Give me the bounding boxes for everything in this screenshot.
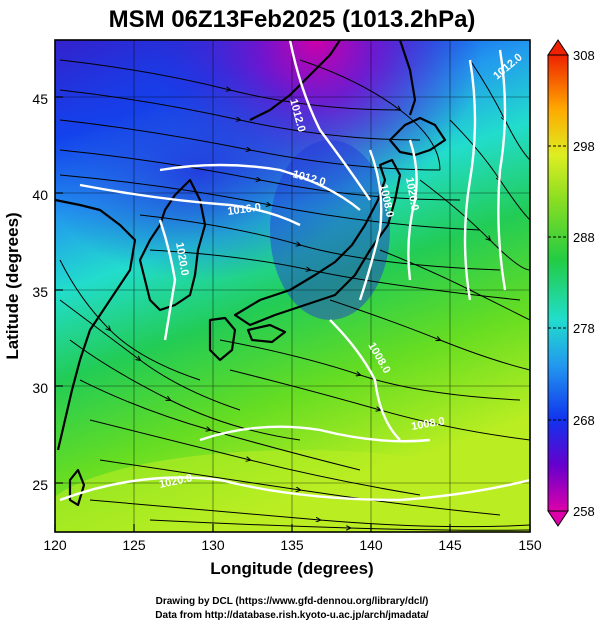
contour-label: 1008.0 — [410, 415, 445, 433]
colorbar-tick-label: 298 — [573, 139, 595, 154]
y-axis: 25 30 35 40 45 Latitude (degrees) — [3, 91, 63, 493]
credit-data-source: Data from http://database.rish.kyoto-u.a… — [155, 610, 429, 621]
sakhalin-coastline — [398, 40, 417, 116]
contour-label: 1016.0 — [227, 201, 262, 218]
x-tick-label: 145 — [438, 537, 462, 553]
colorbar-tick-label: 308 — [573, 48, 595, 63]
x-axis: 120 125 130 135 140 145 150 Longitude (d… — [43, 524, 542, 578]
isobar-1020-west — [158, 219, 177, 341]
japan-kyushu-coastline — [208, 316, 237, 362]
isobar-south-1 — [59, 476, 530, 502]
y-axis-label: Latitude (degrees) — [3, 212, 22, 359]
x-tick-label: 150 — [518, 537, 542, 553]
contour-label: 1020.0 — [403, 176, 421, 211]
isobar-1020-far-east — [463, 59, 477, 301]
colorbar-tick-label: 258 — [573, 504, 595, 519]
x-tick-label: 130 — [201, 537, 225, 553]
isobar-contours — [59, 40, 530, 502]
colorbar-tick-label: 268 — [573, 413, 595, 428]
japan-honshu-coastline — [233, 158, 402, 327]
isobar-1012-north — [288, 40, 371, 201]
credit-drawing: Drawing by DCL (https://www.gfd-dennou.o… — [156, 596, 429, 607]
colorbar-bottom-arrow — [547, 510, 569, 527]
isobar-1012-far-east — [497, 49, 507, 291]
x-tick-label: 135 — [280, 537, 304, 553]
colorbar-scale — [547, 54, 569, 512]
isobar-1012-mid — [159, 163, 361, 211]
x-tick-label: 125 — [122, 537, 146, 553]
isobar-1008-south — [329, 319, 401, 441]
y-tick-label: 40 — [32, 187, 48, 203]
isobar-1008-east — [358, 149, 383, 301]
warm-south-shading — [55, 450, 530, 532]
y-tick-label: 35 — [32, 284, 48, 300]
y-tick-label: 45 — [32, 91, 48, 107]
contour-label: 1020.0 — [173, 241, 191, 276]
china-coastline — [55, 198, 137, 451]
isobar-south-2 — [199, 425, 431, 443]
russia-coastline — [249, 40, 341, 121]
coastlines — [55, 40, 447, 507]
isobar-1016 — [79, 183, 301, 227]
colorbar-tick-label: 278 — [573, 321, 595, 336]
japan-hokkaido-coastline — [388, 116, 447, 157]
y-tick-label: 25 — [32, 477, 48, 493]
y-tick-label: 30 — [32, 380, 48, 396]
japan-shikoku-coastline — [246, 323, 287, 344]
x-tick-label: 120 — [43, 537, 67, 553]
x-tick-label: 140 — [359, 537, 383, 553]
isobar-1020-coast — [407, 139, 418, 281]
colorbar-tick-label: 288 — [573, 230, 595, 245]
colorbar: 308 298 288 278 268 258 — [547, 39, 595, 527]
colorbar-top-arrow — [547, 39, 569, 56]
map-panel: 1012.0 1012.0 1016.0 1020.0 1008.0 1020.… — [55, 40, 530, 532]
x-axis-label: Longitude (degrees) — [210, 559, 373, 578]
chart-title: MSM 06Z13Feb2025 (1013.2hPa) — [109, 6, 476, 33]
